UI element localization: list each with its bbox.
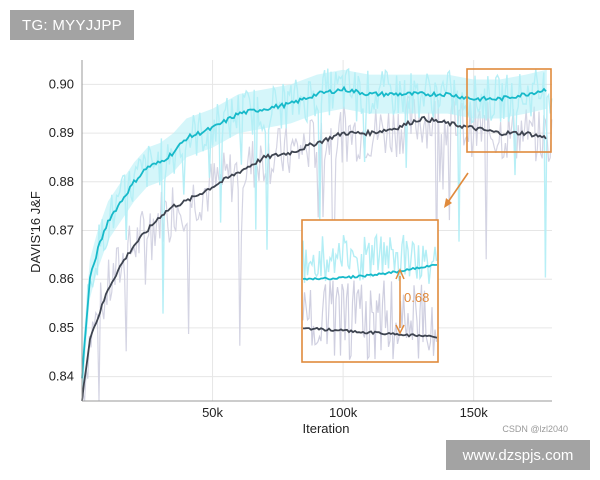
zoom-arrow-head [444,198,452,208]
watermark-bottom: www.dzspjs.com [446,440,590,470]
y-tick-label: 0.89 [49,125,74,140]
x-tick-label: 50k [202,405,223,420]
y-tick-label: 0.88 [49,174,74,189]
zoom-line-cyan [302,263,438,281]
x-tick-labels: 50k 100k 150k [202,405,488,420]
zoom-line-dark [302,326,438,339]
zoom-annotation: 0.68 [301,68,552,363]
noise-bands [82,67,553,402]
cyan-envelope [82,69,547,397]
y-tick-label: 0.87 [49,223,74,238]
y-tick-label: 0.86 [49,271,74,286]
series-line-dark [81,115,547,402]
x-tick-label: 100k [329,405,358,420]
y-axis-label: DAVIS'16 J&F [28,191,43,273]
y-tick-labels: 0.84 0.85 0.86 0.87 0.88 0.89 0.90 [49,76,74,383]
y-tick-label: 0.85 [49,320,74,335]
series-line-cyan [81,85,547,379]
axes [81,60,552,402]
raw-curve-dark [82,95,553,402]
difference-label: 0.68 [404,290,429,305]
x-axis-label: Iteration [303,421,350,436]
y-tick-label: 0.84 [49,369,74,384]
x-tick-label: 150k [460,405,489,420]
zoom-inset-box [301,219,439,363]
zoom-noise-dark [302,280,438,361]
y-tick-label: 0.90 [49,76,74,91]
credit-text: CSDN @lzl2040 [502,424,568,434]
zoom-source-box [466,68,552,153]
watermark-top: TG: MYYJJPP [10,10,134,40]
series-lines [81,85,547,402]
difference-arrow-up [395,268,405,280]
zoom-arrow-line [445,172,469,206]
difference-arrow-down [395,324,405,335]
